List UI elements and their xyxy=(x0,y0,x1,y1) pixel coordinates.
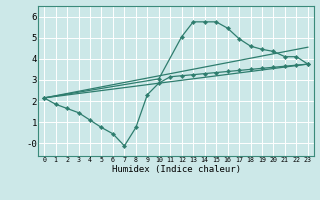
X-axis label: Humidex (Indice chaleur): Humidex (Indice chaleur) xyxy=(111,165,241,174)
